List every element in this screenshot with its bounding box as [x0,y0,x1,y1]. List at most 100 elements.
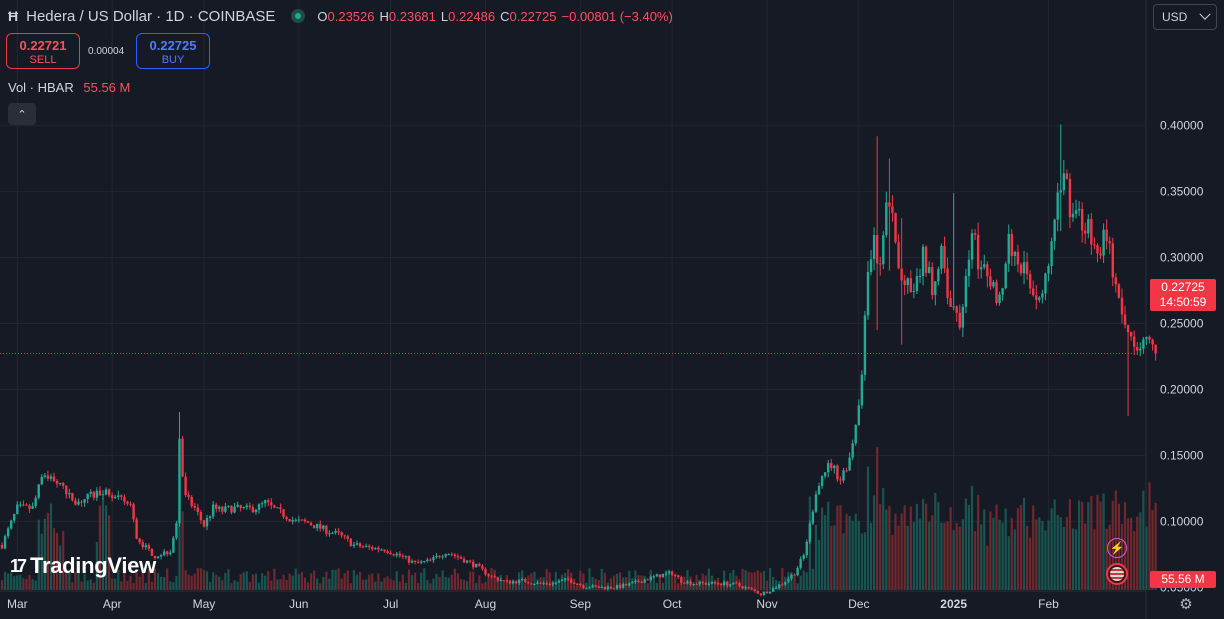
candle-body [1090,219,1093,245]
candle-body [120,495,123,497]
volume-bar [89,579,92,590]
volume-bar [775,579,778,590]
volume-bar [652,577,655,590]
candle-body [493,576,496,578]
currency-select[interactable]: USD [1153,4,1217,30]
y-tick-label: 0.40000 [1160,119,1204,133]
candle-body [159,555,163,557]
candle-body [502,580,506,582]
candle-body [573,582,576,584]
volume-bar [456,573,460,590]
candle-body [319,523,322,529]
candle-body [995,282,998,304]
volume-legend[interactable]: Vol · HBAR 55.56 M [8,80,130,95]
volume-bar [221,579,224,590]
volume-bar [150,581,154,590]
candle-body [787,578,790,582]
candle-body [1133,336,1136,347]
candle-body [1022,262,1026,274]
volume-bar [325,571,328,590]
volume-bar [285,579,288,590]
volume-bar [713,579,717,590]
chevron-up-icon[interactable]: ⌃ [8,103,36,125]
candle-body [215,504,218,509]
candle-body [1062,173,1066,191]
candle-body [814,494,818,512]
candle-body [358,543,362,547]
volume-bar [144,583,147,590]
volume-bar [462,579,466,590]
volume-bar [658,574,661,590]
candle-body [759,593,763,595]
volume-bar [212,572,215,590]
candle-body [1126,324,1130,333]
candle-body [28,505,31,509]
volume-bar [533,571,536,590]
volume-bar [205,571,209,590]
symbol-title[interactable]: Hedera / US Dollar · 1D · COINBASE [26,7,276,25]
volume-bar [423,568,426,590]
candle-body [771,587,775,592]
volume-bar [1084,523,1087,590]
candle-body [643,579,646,583]
candle-body [40,476,43,485]
candle-body [1035,295,1038,300]
volume-bar [288,573,291,590]
candle-body [92,491,95,498]
candle-body [80,501,83,503]
candle-body [750,588,753,590]
candle-body [242,507,245,509]
volume-bar [417,583,420,590]
candle-body [530,583,533,585]
volume-legend-value: 55.56 M [83,80,131,95]
candle-body [597,586,600,588]
gear-icon[interactable]: ⚙ [1179,596,1193,613]
volume-bar [401,574,404,590]
volume-bar [848,516,851,590]
candle-body [1059,190,1062,193]
volume-bar [166,568,169,590]
candle-body [1148,336,1151,340]
volume-bar [398,581,401,590]
volume-bar [928,522,931,590]
candle-body [1145,336,1148,340]
candle-body [484,568,487,575]
candle-body [398,553,401,556]
lightning-icon[interactable]: ⚡ [1107,538,1127,558]
candle-body [811,511,815,524]
buy-button[interactable]: 0.22725 BUY [136,33,210,69]
candle-body [533,583,536,585]
volume-bar [156,572,160,590]
candle-body [162,551,166,556]
sell-button[interactable]: 0.22721 SELL [6,33,80,69]
candle-body [949,298,952,307]
volume-bar [980,524,983,590]
candle-body [55,480,59,484]
candle-body [297,519,301,521]
candle-body [346,536,349,539]
candle-body [236,504,239,507]
candle-body [692,584,695,586]
candle-body [796,567,799,576]
volume-bar [977,494,980,590]
tradingview-logo[interactable]: 17 TradingView [10,553,156,579]
volume-bar [989,511,992,590]
volume-bar [395,571,398,590]
candle-body [172,537,175,553]
candle-body [609,586,613,589]
volume-bar [62,530,65,590]
candle-body [325,525,328,534]
volume-bar [499,574,502,590]
volume-bar [842,533,845,590]
volume-bar [707,568,710,590]
candle-body [184,476,187,496]
candle-body [983,264,986,268]
candle-body [900,268,903,281]
volume-bar [1035,519,1038,590]
candle-body [202,520,206,527]
us-flag-icon[interactable] [1106,563,1128,585]
volume-bar [83,573,86,590]
candle-body [205,517,209,527]
volume-bar [1001,522,1004,590]
